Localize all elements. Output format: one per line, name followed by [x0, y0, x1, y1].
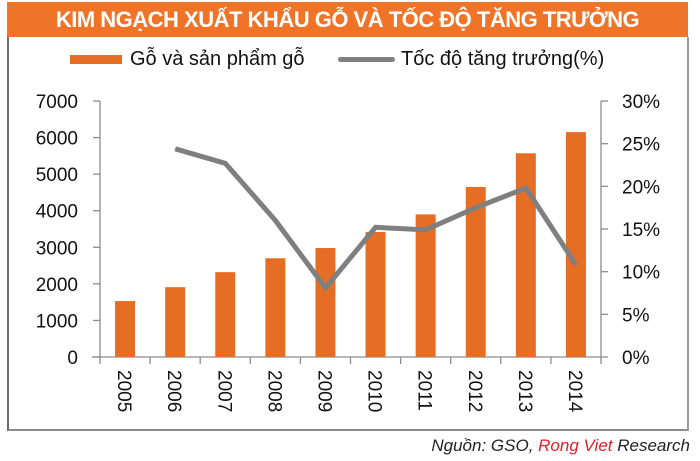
right-axis-label: 20%	[622, 177, 660, 198]
source-prefix: Nguồn: GSO,	[431, 436, 539, 455]
left-axis-label: 1000	[36, 311, 78, 332]
x-axis-label: 2010	[364, 370, 385, 412]
x-axis-label: 2007	[213, 370, 234, 412]
bar-2012	[465, 186, 486, 357]
x-axis-label: 2011	[414, 370, 435, 411]
bar-2011	[415, 214, 436, 357]
right-axis-label: 5%	[622, 305, 650, 326]
bar-2005	[115, 301, 136, 357]
right-axis-label: 0%	[622, 348, 650, 369]
left-axis-label: 0	[67, 348, 78, 369]
x-axis-label: 2008	[263, 370, 284, 412]
right-axis-label: 10%	[622, 263, 660, 284]
chart-frame	[7, 37, 689, 431]
bar-2013	[515, 153, 536, 357]
legend: Gỗ và sản phẩm gỗ Tốc độ tăng trưởng(%)	[0, 44, 700, 74]
chart-title-banner: KIM NGẠCH XUẤT KHẨU GỖ VÀ TỐC ĐỘ TĂNG TR…	[7, 2, 688, 37]
growth-rate-line	[174, 146, 579, 292]
left-axis-label: 2000	[36, 275, 78, 296]
right-axis-label: 25%	[622, 135, 660, 156]
bar-2014	[565, 132, 586, 357]
chart-title: KIM NGẠCH XUẤT KHẨU GỖ VÀ TỐC ĐỘ TĂNG TR…	[55, 7, 640, 32]
source-highlight: Rong Viet	[538, 436, 613, 455]
legend-item-bar: Gỗ và sản phẩm gỗ	[70, 44, 305, 74]
bar-2007	[215, 272, 236, 357]
right-axis-label: 15%	[622, 220, 660, 241]
x-axis-label: 2012	[464, 370, 485, 412]
legend-bar-swatch-icon	[70, 54, 122, 64]
left-axis-label: 7000	[36, 92, 78, 113]
right-axis-label: 30%	[622, 92, 660, 113]
x-axis-label: 2005	[113, 370, 134, 412]
legend-item-line: Tốc độ tăng trưởng(%)	[338, 44, 604, 74]
x-axis-label: 2014	[564, 370, 585, 413]
legend-line-label: Tốc độ tăng trưởng(%)	[401, 47, 605, 70]
x-axis-label: 2013	[514, 370, 535, 412]
source-note: Nguồn: GSO, Rong Viet Research	[431, 436, 690, 456]
bar-2010	[365, 231, 386, 357]
x-axis-label: 2009	[313, 370, 334, 412]
bar-2006	[165, 287, 186, 357]
left-axis-label: 6000	[36, 129, 78, 150]
x-axis-label: 2006	[163, 370, 184, 412]
source-suffix: Research	[612, 436, 690, 455]
left-axis-label: 3000	[36, 238, 78, 259]
bar-2009	[315, 248, 336, 357]
bar-2008	[265, 258, 286, 357]
legend-line-swatch-icon	[338, 56, 395, 62]
left-axis-label: 4000	[36, 202, 78, 223]
left-axis-label: 5000	[36, 165, 78, 186]
legend-bar-label: Gỗ và sản phẩm gỗ	[130, 47, 305, 70]
